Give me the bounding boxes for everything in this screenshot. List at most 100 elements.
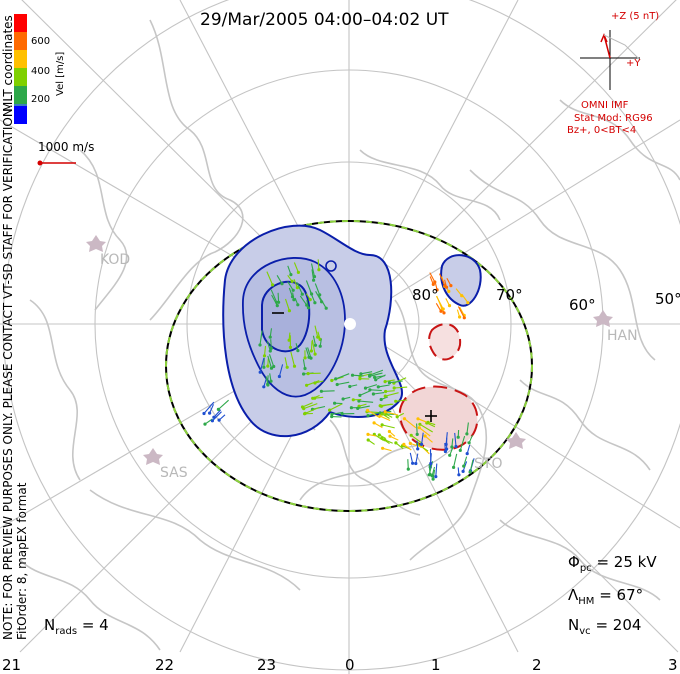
velocity-vector bbox=[271, 294, 278, 306]
velocity-vector-origin bbox=[465, 432, 469, 436]
velocity-vector-origin bbox=[296, 303, 300, 307]
velocity-vector-origin bbox=[379, 397, 383, 402]
station-markers bbox=[86, 235, 613, 465]
coordinate-system-label: MLT coordinates bbox=[1, 15, 15, 112]
velocity-vector-origin bbox=[333, 401, 337, 405]
velocity-vector-origin bbox=[313, 343, 318, 347]
velocity-vector bbox=[218, 399, 229, 410]
station-label: HAN bbox=[607, 328, 638, 344]
velocity-vector-origin bbox=[371, 392, 375, 396]
velocity-vector-origin bbox=[324, 306, 328, 310]
velocity-vector-origin bbox=[376, 385, 380, 389]
velocity-vector-origin bbox=[449, 284, 453, 288]
velocity-vector-origin bbox=[420, 442, 424, 446]
velocity-vector-origin bbox=[443, 449, 447, 454]
velocity-vector-origin bbox=[268, 335, 272, 339]
velocity-vector-origin bbox=[306, 372, 310, 376]
velocity-vector-origin bbox=[334, 377, 338, 381]
velocity-vector-origin bbox=[350, 373, 355, 377]
velocity-vector-origin bbox=[296, 270, 300, 274]
velocity-vector-origin bbox=[392, 386, 396, 390]
cross-polar-cap-potential: Φpc = 25 kV bbox=[568, 553, 657, 574]
velocity-vector-origin bbox=[395, 415, 399, 419]
velocity-vector-origin bbox=[433, 280, 437, 284]
velocity-vector bbox=[410, 434, 423, 444]
velocity-vector-origin bbox=[458, 315, 462, 319]
velocity-vector-origin bbox=[313, 381, 317, 385]
velocity-vector bbox=[409, 452, 414, 464]
velocity-vector-origin bbox=[348, 384, 352, 389]
velocity-vector bbox=[366, 411, 380, 414]
mlt-tick: 23 bbox=[257, 656, 277, 674]
fit-order-label: FitOrder: 8, mapEX format bbox=[15, 482, 29, 640]
velocity-vector bbox=[259, 357, 265, 373]
velocity-vector bbox=[303, 403, 318, 410]
velocity-vector-origin bbox=[406, 467, 410, 471]
velocity-vector-origin bbox=[388, 434, 392, 438]
velocity-vector-origin bbox=[335, 382, 339, 387]
velocity-vector-origin bbox=[429, 461, 433, 466]
velocity-vector-origin bbox=[313, 352, 317, 356]
colorbar-tick: 600 bbox=[31, 36, 51, 47]
velocity-vector-origin bbox=[448, 453, 452, 457]
dawn-negative-cell bbox=[440, 254, 482, 307]
velocity-vector-origin bbox=[408, 441, 412, 445]
velocity-vector-origin bbox=[318, 344, 322, 348]
scale-vector bbox=[37, 160, 76, 166]
scale-vector-label: 1000 m/s bbox=[38, 140, 95, 154]
latitude-label: 50° bbox=[655, 290, 680, 308]
velocity-vector-origin bbox=[380, 412, 384, 416]
velocity-vector bbox=[389, 380, 403, 384]
velocity-vector-origin bbox=[414, 461, 418, 466]
velocity-vector-origin bbox=[409, 433, 413, 437]
velocity-vector bbox=[404, 418, 417, 429]
velocity-vector bbox=[318, 296, 327, 309]
velocity-vector-origin bbox=[366, 432, 370, 436]
velocity-vector bbox=[212, 411, 222, 422]
velocity-vector-origin bbox=[366, 438, 370, 442]
velocity-vector-origin bbox=[383, 394, 387, 398]
velocity-vector-origin bbox=[454, 444, 458, 449]
velocity-vector-origin bbox=[445, 447, 449, 451]
velocity-vector bbox=[466, 422, 469, 434]
velocity-vector bbox=[359, 390, 371, 396]
velocity-vector-origin bbox=[379, 404, 383, 408]
mlt-tick: 2 bbox=[532, 656, 542, 674]
velocity-vector-origin bbox=[443, 283, 447, 288]
imf-source: OMNI IMF bbox=[581, 100, 629, 111]
velocity-vector-origin bbox=[351, 398, 355, 402]
velocity-vector bbox=[374, 375, 385, 378]
velocity-vector-origin bbox=[210, 419, 214, 423]
colorbar-tick: 200 bbox=[31, 94, 51, 105]
velocity-vector bbox=[299, 295, 308, 306]
preview-note: NOTE: FOR PREVIEW PURPOSES ONLY. PLEASE … bbox=[1, 104, 15, 640]
magnetic-pole bbox=[344, 318, 356, 330]
velocity-vector-origin bbox=[468, 470, 472, 474]
velocity-vector-origin bbox=[356, 406, 360, 410]
velocity-vector-origin bbox=[431, 282, 435, 286]
velocity-vector bbox=[268, 354, 275, 367]
velocity-vector-origin bbox=[411, 461, 415, 465]
velocity-vector bbox=[381, 424, 395, 429]
velocity-vector bbox=[378, 384, 390, 388]
velocity-vector-origin bbox=[462, 316, 466, 320]
velocity-vector-origin bbox=[289, 273, 293, 277]
velocity-vector bbox=[302, 402, 313, 408]
velocity-vector-origin bbox=[317, 268, 321, 272]
velocity-vector bbox=[267, 355, 273, 369]
velocity-vector bbox=[384, 411, 399, 416]
velocity-vector-origin bbox=[341, 397, 345, 401]
velocity-vector bbox=[287, 281, 294, 291]
potential-extrema bbox=[272, 312, 437, 422]
velocity-vector-origin bbox=[269, 379, 273, 383]
velocity-vector-origin bbox=[277, 374, 281, 379]
velocity-vector bbox=[395, 399, 408, 402]
colorbar-tick: 400 bbox=[31, 66, 51, 77]
velocity-vector-origin bbox=[372, 421, 376, 425]
imf-condition: Bz+, 0<BT<4 bbox=[567, 125, 637, 136]
velocity-vector-origin bbox=[359, 372, 363, 376]
velocity-vector-origin bbox=[303, 412, 307, 416]
velocity-vector bbox=[415, 453, 419, 464]
velocity-vector-origin bbox=[374, 378, 378, 382]
velocity-vector-origin bbox=[358, 393, 362, 397]
